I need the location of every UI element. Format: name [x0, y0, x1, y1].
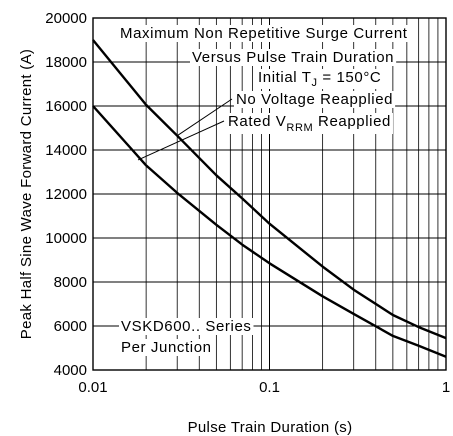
- x-tick-label: 1: [442, 379, 450, 396]
- tick-labels: 4000 6000 8000 10000 12000 14000 16000 18000 200…: [45, 10, 450, 396]
- annotation-bg: [119, 339, 214, 356]
- grid-lines: [92, 17, 446, 371]
- annotation-bg: [118, 25, 410, 42]
- label-no-voltage: No Voltage Reapplied: [236, 91, 393, 108]
- plot-frame: [92, 17, 447, 371]
- y-tick-label: 4000: [54, 362, 87, 379]
- label-rated-vrrm: Rated VRRM Reapplied: [228, 113, 391, 134]
- condition-value: = 150°C: [318, 69, 382, 86]
- x-axis-title: Pulse Train Duration (s): [188, 419, 353, 436]
- condition-prefix: Initial T: [258, 69, 311, 86]
- y-tick-label: 8000: [54, 274, 87, 291]
- series-note-line2: Per Junction: [121, 339, 212, 356]
- series-line-1: [92, 39, 447, 340]
- annotation-backgrounds: [118, 25, 410, 356]
- leader-lines: [137, 98, 290, 327]
- rated-suffix: Reapplied: [313, 113, 391, 130]
- y-tick-label: 14000: [45, 142, 87, 159]
- x-tick-label: 0.01: [78, 379, 107, 396]
- y-tick-label: 18000: [45, 54, 87, 71]
- y-tick-label: 16000: [45, 98, 87, 115]
- series-note-line1: VSKD600.. Series: [121, 318, 252, 335]
- y-axis-title: Peak Half Sine Wave Forward Current (A): [18, 49, 35, 339]
- annotation-bg: [234, 91, 396, 108]
- curves: [92, 39, 447, 358]
- x-tick-label: 0.1: [259, 379, 280, 396]
- y-tick-label: 10000: [45, 230, 87, 247]
- annotation-title-line1: Maximum Non Repetitive Surge Current: [120, 25, 408, 42]
- annotation-condition: Initial TJ = 150°C: [258, 69, 381, 89]
- rated-subscript: RRM: [286, 122, 313, 134]
- y-tick-label: 6000: [54, 318, 87, 335]
- y-tick-label: 20000: [45, 10, 87, 27]
- rated-prefix: Rated V: [228, 113, 286, 130]
- annotation-bg: [256, 69, 384, 89]
- annotation-bg: [226, 113, 393, 134]
- series-line-2: [92, 105, 447, 358]
- condition-subscript: J: [311, 77, 317, 89]
- leader-line: [176, 98, 233, 137]
- annotation-bg: [119, 318, 254, 335]
- annotation-title-line2: Versus Pulse Train Duration: [192, 49, 394, 66]
- annotation-bg: [190, 49, 397, 66]
- leader-line: [137, 120, 225, 161]
- y-tick-label: 12000: [45, 186, 87, 203]
